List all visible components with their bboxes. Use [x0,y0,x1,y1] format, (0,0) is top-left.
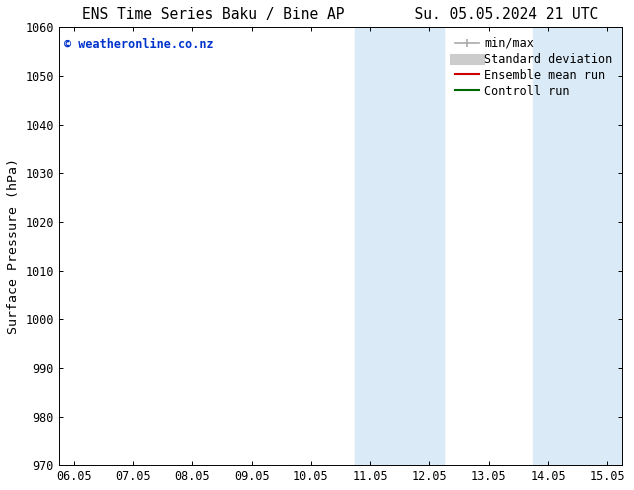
Bar [533,27,578,465]
Text: © weatheronline.co.nz: © weatheronline.co.nz [65,38,214,51]
Bar [578,27,622,465]
Bar [355,27,400,465]
Bar [400,27,444,465]
Title: ENS Time Series Baku / Bine AP        Su. 05.05.2024 21 UTC: ENS Time Series Baku / Bine AP Su. 05.05… [82,7,598,22]
Legend: min/max, Standard deviation, Ensemble mean run, Controll run: min/max, Standard deviation, Ensemble me… [451,33,616,101]
Y-axis label: Surface Pressure (hPa): Surface Pressure (hPa) [7,158,20,334]
